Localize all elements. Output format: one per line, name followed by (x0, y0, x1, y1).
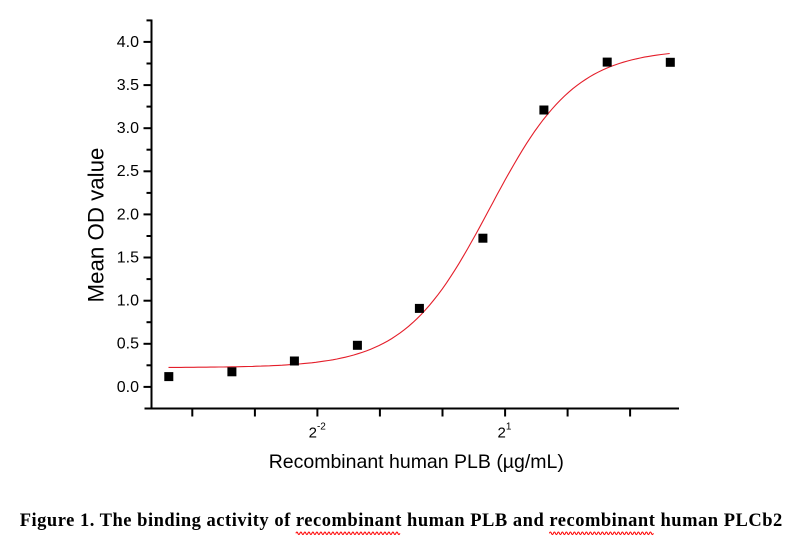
svg-text:Mean OD value: Mean OD value (84, 148, 109, 303)
svg-text:1.5: 1.5 (117, 249, 139, 266)
svg-text:Figure 1. The binding activity: Figure 1. The binding activity of recomb… (20, 511, 783, 531)
svg-text:0.5: 0.5 (117, 336, 139, 353)
svg-text:3.0: 3.0 (117, 120, 139, 137)
svg-text:2.5: 2.5 (117, 163, 139, 180)
svg-text:3.5: 3.5 (117, 77, 139, 94)
svg-text:2.0: 2.0 (117, 206, 139, 223)
svg-text:1.0: 1.0 (117, 293, 139, 310)
svg-text:Recombinant human PLB (µg/mL): Recombinant human PLB (µg/mL) (269, 451, 564, 473)
svg-text:4.0: 4.0 (117, 34, 139, 51)
svg-text:0.0: 0.0 (117, 379, 139, 396)
